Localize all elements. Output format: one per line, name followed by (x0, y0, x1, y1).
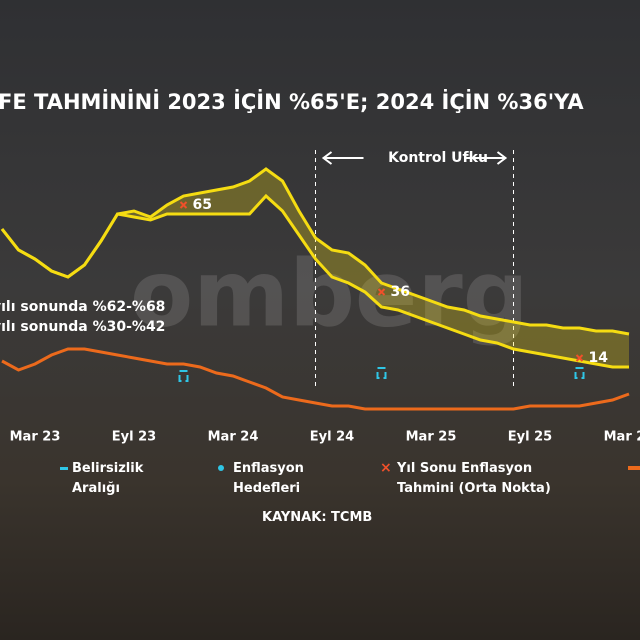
target-marker (178, 370, 189, 382)
x-tick-label: Eyl 23 (112, 430, 156, 445)
legend-swatch (628, 466, 640, 470)
x-tick-label: Eyl 25 (508, 430, 552, 445)
legend-label: Yıl Sonu Enflasyon Tahmini (Orta Nokta) (397, 461, 551, 496)
midpoint-label: 36 (391, 284, 410, 300)
source: KAYNAK: TCMB (262, 510, 373, 525)
midpoint-label: 65 (193, 197, 212, 213)
midpoint-marker (377, 288, 386, 296)
target-marker (376, 367, 387, 379)
midpoint-marker (179, 201, 188, 209)
x-tick-label: Eyl 24 (310, 430, 354, 445)
legend-swatch (218, 465, 224, 471)
annotation: yılı sonunda %62-%68 (0, 299, 166, 315)
control-horizon-label: Kontrol Ufku (388, 150, 488, 166)
series-line (1, 347, 630, 411)
horizon-arrow-head (496, 151, 508, 165)
legend-swatch (60, 467, 68, 470)
legend-label: Belirsizlik Aralığı (72, 461, 144, 496)
band-lower-line (0, 193, 629, 369)
x-tick-label: Mar 25 (406, 430, 457, 445)
midpoint-label: 14 (589, 350, 609, 366)
legend-label: Enflasyon Hedefleri (233, 461, 304, 496)
x-tick-label: Mar 23 (10, 430, 61, 445)
annotation: yılı sonunda %30-%42 (0, 319, 166, 335)
legend-swatch: × (380, 460, 392, 476)
x-tick-label: Mar 24 (208, 430, 259, 445)
chart-title: FE TAHMİNİNİ 2023 İÇİN %65'E; 2024 İÇİN … (0, 89, 584, 114)
x-tick-label: Mar 26 (604, 430, 640, 445)
midpoint-marker (575, 354, 584, 362)
horizon-arrow-head (321, 151, 333, 165)
watermark: omberg (130, 240, 529, 347)
uncertainty-band (2, 169, 629, 367)
target-marker (574, 367, 585, 379)
